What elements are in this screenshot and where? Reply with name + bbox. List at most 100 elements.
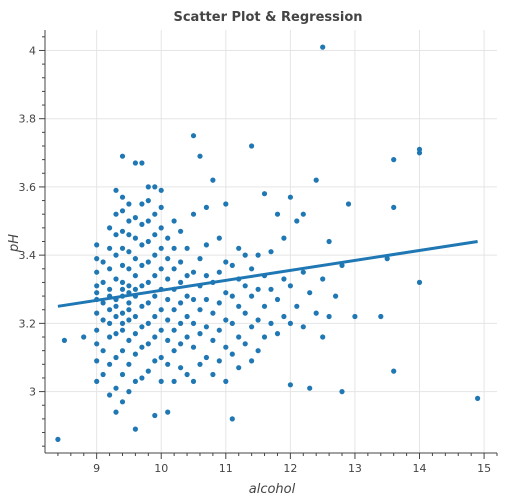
data-point (152, 184, 158, 190)
data-point (190, 133, 197, 139)
data-point (255, 286, 261, 292)
data-point (236, 365, 242, 371)
data-point (352, 313, 358, 320)
data-point (178, 279, 184, 285)
data-point (107, 307, 113, 313)
data-point (171, 327, 177, 333)
data-point (61, 337, 67, 343)
data-point (171, 218, 177, 224)
data-point (242, 310, 248, 316)
data-point (216, 327, 222, 333)
data-point (294, 303, 300, 309)
data-point (216, 269, 222, 275)
data-point (145, 198, 151, 204)
data-point (145, 300, 151, 306)
y-tick-label: 3.2 (19, 317, 37, 330)
data-point (190, 378, 197, 384)
data-point (223, 201, 229, 207)
regression-line (57, 240, 478, 308)
data-point (384, 256, 390, 262)
data-point (94, 283, 100, 289)
data-point (132, 215, 138, 221)
data-point (165, 276, 171, 282)
data-point (145, 184, 151, 190)
data-point (158, 266, 164, 272)
data-point (132, 313, 138, 320)
data-point (139, 160, 145, 166)
data-point (94, 242, 100, 248)
data-point (236, 334, 242, 340)
data-point (113, 211, 119, 217)
data-point (152, 334, 158, 340)
data-point (139, 324, 145, 330)
data-point (216, 358, 222, 364)
data-point (94, 310, 100, 316)
data-point (113, 354, 119, 361)
data-point (255, 317, 261, 323)
data-point (223, 378, 229, 384)
data-point (339, 389, 345, 395)
data-point (203, 324, 209, 330)
data-point (184, 313, 190, 320)
data-point (94, 256, 100, 262)
data-point (229, 416, 235, 422)
data-point (152, 293, 158, 299)
data-point (119, 153, 126, 159)
data-point (184, 334, 190, 340)
data-point (281, 313, 287, 320)
data-point (249, 324, 255, 330)
data-point (126, 337, 132, 343)
data-point (274, 331, 281, 337)
data-point (184, 245, 190, 251)
data-point (132, 286, 138, 292)
data-point (229, 351, 235, 357)
data-point (274, 211, 281, 217)
data-point (132, 331, 138, 337)
data-point (113, 187, 119, 193)
data-point (345, 201, 352, 207)
data-point (300, 211, 306, 217)
data-point (391, 368, 397, 374)
data-point (268, 249, 274, 255)
data-point (165, 361, 171, 367)
data-point (416, 146, 423, 152)
data-point (119, 262, 126, 268)
data-point (107, 245, 113, 251)
data-point (158, 354, 164, 361)
data-point (94, 358, 100, 364)
data-point (307, 290, 313, 296)
data-point (229, 262, 235, 268)
data-point (113, 409, 119, 415)
x-axis-title: alcohol (249, 482, 296, 497)
data-point (145, 341, 151, 347)
y-tick-label: 4 (29, 44, 36, 57)
data-point (171, 348, 177, 354)
data-point (178, 259, 184, 265)
scatter-points (55, 44, 481, 442)
data-point (126, 266, 132, 272)
data-point (197, 153, 203, 159)
data-point (139, 221, 145, 227)
data-point (126, 249, 132, 255)
data-point (165, 235, 171, 241)
data-point (152, 358, 158, 364)
data-point (287, 320, 293, 326)
data-point (274, 296, 281, 303)
data-point (313, 310, 319, 316)
data-point (126, 361, 132, 367)
data-point (229, 293, 235, 299)
data-point (113, 276, 119, 282)
data-point (113, 252, 119, 258)
data-point (261, 303, 268, 309)
data-point (171, 245, 177, 251)
data-point (178, 300, 184, 306)
data-point (178, 320, 184, 326)
data-point (126, 201, 132, 207)
y-tick-label: 3.6 (19, 181, 37, 194)
data-point (249, 266, 255, 272)
data-point (152, 252, 158, 258)
data-point (171, 378, 177, 384)
data-point (287, 194, 293, 200)
x-tick-label: 11 (219, 462, 233, 475)
